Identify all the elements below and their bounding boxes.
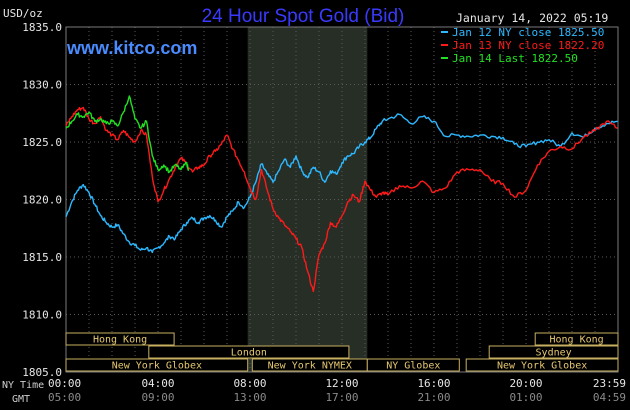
market-session-bar: [488, 345, 619, 359]
legend-label: Jan 13 NY close 1822.20: [452, 39, 604, 52]
market-session-bar: [65, 332, 175, 346]
market-session-bar: [65, 358, 249, 372]
x-tick-label-gmt: 21:00: [417, 391, 450, 404]
chart-title: 24 Hour Spot Gold (Bid): [202, 6, 405, 27]
y-axis-labels: 1835.0 1830.0 1825.0 1820.0 1815.0 1810.0 1805…: [22, 21, 62, 379]
y-tick-label: 1810.0: [22, 309, 62, 322]
legend-label: Jan 12 NY close 1825.50: [452, 26, 604, 39]
x-tick-label-gmt: 05:00: [48, 391, 81, 404]
x-tick-label-ny: 20:00: [509, 377, 542, 390]
chart-date: January 14, 2022 05:19: [456, 11, 608, 25]
price-series-line-1: [65, 113, 618, 254]
x-tick-label-ny: 00:00: [48, 377, 81, 390]
market-session-bar: [534, 332, 619, 346]
x-tick-label-gmt: 04:59: [593, 391, 626, 404]
market-session-label: New York Globex: [112, 361, 202, 372]
market-session-label: Sydney: [536, 348, 572, 359]
market-session-label: London: [231, 348, 267, 359]
x-tick-label-ny: 12:00: [325, 377, 358, 390]
x-tick-label-ny: 16:00: [417, 377, 450, 390]
market-session-bar: [465, 358, 619, 372]
y-tick-label: 1835.0: [22, 21, 62, 34]
market-session-label: New York NYMEX: [268, 361, 352, 372]
legend-label: Jan 14 Last 1822.50: [452, 52, 578, 65]
plot-frame: [65, 26, 619, 373]
price-series-line-2: [65, 106, 618, 293]
y-tick-label: 1820.0: [22, 194, 62, 207]
nymex-shaded-region: [247, 27, 368, 372]
y-tick-label: 1825.0: [22, 136, 62, 149]
market-session-bar: [148, 345, 350, 359]
market-session-label: NY Globex: [386, 361, 440, 372]
kitco-watermark: www.kitco.com: [66, 38, 197, 58]
market-session-label: Hong Kong: [550, 335, 604, 346]
gmt-row-label: GMT: [12, 394, 30, 405]
y-tick-label: 1805.0: [22, 366, 62, 379]
y-tick-label: 1815.0: [22, 251, 62, 264]
x-tick-label-gmt: 01:00: [509, 391, 542, 404]
market-sessions: Hong Kong Hong Kong London Sydney New York G…: [65, 332, 619, 372]
y-tick-label: 1830.0: [22, 79, 62, 92]
ny-time-row-label: NY Time: [2, 380, 44, 391]
market-session-label: Hong Kong: [93, 335, 147, 346]
x-tick-label-gmt: 09:00: [141, 391, 174, 404]
y-unit-label: USD/oz: [3, 7, 43, 20]
price-lines: [65, 95, 618, 293]
x-tick-label-ny: 23:59: [593, 377, 626, 390]
market-session-label: New York Globex: [497, 361, 587, 372]
price-series-line-3: [65, 95, 190, 174]
x-tick-label-gmt: 13:00: [233, 391, 266, 404]
market-session-bar: [366, 358, 460, 372]
grid: [66, 27, 618, 372]
x-tick-label-gmt: 17:00: [325, 391, 358, 404]
x-tick-label-ny: 04:00: [141, 377, 174, 390]
x-tick-label-ny: 08:00: [233, 377, 266, 390]
